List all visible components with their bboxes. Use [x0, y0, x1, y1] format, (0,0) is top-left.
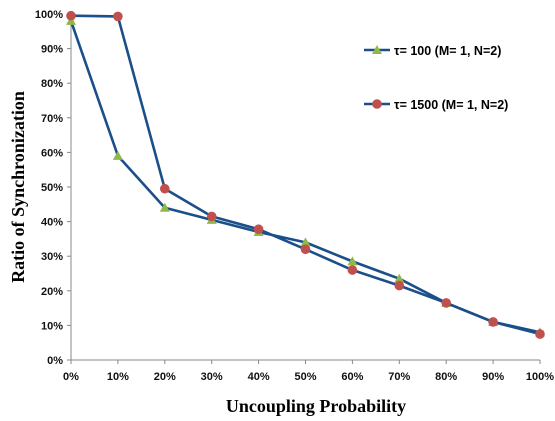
data-point	[253, 224, 264, 235]
data-point	[159, 202, 170, 212]
x-tick-label: 40%	[248, 371, 270, 383]
y-tick-label: 40%	[41, 217, 63, 229]
axes: 0% 10% 20% 30% 40% 50% 60% 70% 80% 90% 100% 0% 10% 20…	[35, 9, 554, 383]
data-point	[112, 150, 123, 160]
legend-entry: τ= 100 (M= 1, N=2)	[364, 44, 501, 58]
y-tick-label: 60%	[41, 147, 63, 159]
legend-label: τ= 100 (M= 1, N=2)	[394, 44, 501, 58]
data-point	[535, 329, 545, 339]
y-tick-label: 0%	[47, 355, 63, 367]
data-point	[300, 237, 311, 247]
y-tick-label: 10%	[41, 320, 63, 332]
y-tick-label: 30%	[41, 251, 63, 263]
x-tick-label: 20%	[154, 371, 176, 383]
data-point	[441, 298, 452, 308]
series-2	[66, 10, 545, 339]
data-point	[488, 317, 498, 327]
y-tick-label: 100%	[35, 9, 63, 21]
data-point	[394, 280, 405, 291]
series-line	[70, 14, 541, 336]
x-tick-label: 100%	[526, 371, 554, 383]
legend: τ= 100 (M= 1, N=2) τ= 1500 (M= 1, N=2)	[364, 44, 508, 112]
data-point	[300, 244, 311, 255]
data-point	[160, 183, 170, 194]
series-layer	[66, 10, 545, 339]
x-tick-label: 60%	[341, 371, 363, 383]
y-tick-label: 70%	[41, 113, 63, 125]
y-axis-title: Ratio of Synchronization	[8, 91, 28, 283]
data-point	[347, 256, 358, 266]
x-tick-label: 70%	[388, 371, 410, 383]
data-point	[206, 211, 217, 222]
legend-marker	[372, 45, 382, 54]
y-tick-label: 50%	[41, 182, 63, 194]
y-tick-label: 80%	[41, 78, 63, 90]
x-tick-label: 0%	[63, 371, 79, 383]
x-tick-label: 90%	[482, 371, 504, 383]
y-tick-label: 90%	[41, 44, 63, 56]
data-point	[66, 10, 76, 21]
x-tick-label: 30%	[201, 371, 223, 383]
data-point	[113, 11, 123, 22]
data-point	[394, 273, 405, 283]
series-line	[69, 20, 541, 334]
legend-marker	[372, 99, 382, 109]
x-tick-label: 10%	[107, 371, 129, 383]
x-axis-title: Uncoupling Probability	[226, 396, 406, 416]
data-point	[347, 265, 358, 275]
y-tick-label: 20%	[41, 286, 63, 298]
x-tick-label: 50%	[294, 371, 316, 383]
legend-entry: τ= 1500 (M= 1, N=2)	[364, 98, 508, 112]
x-tick-label: 80%	[435, 371, 457, 383]
legend-label: τ= 1500 (M= 1, N=2)	[394, 98, 508, 112]
series-1	[66, 15, 545, 337]
